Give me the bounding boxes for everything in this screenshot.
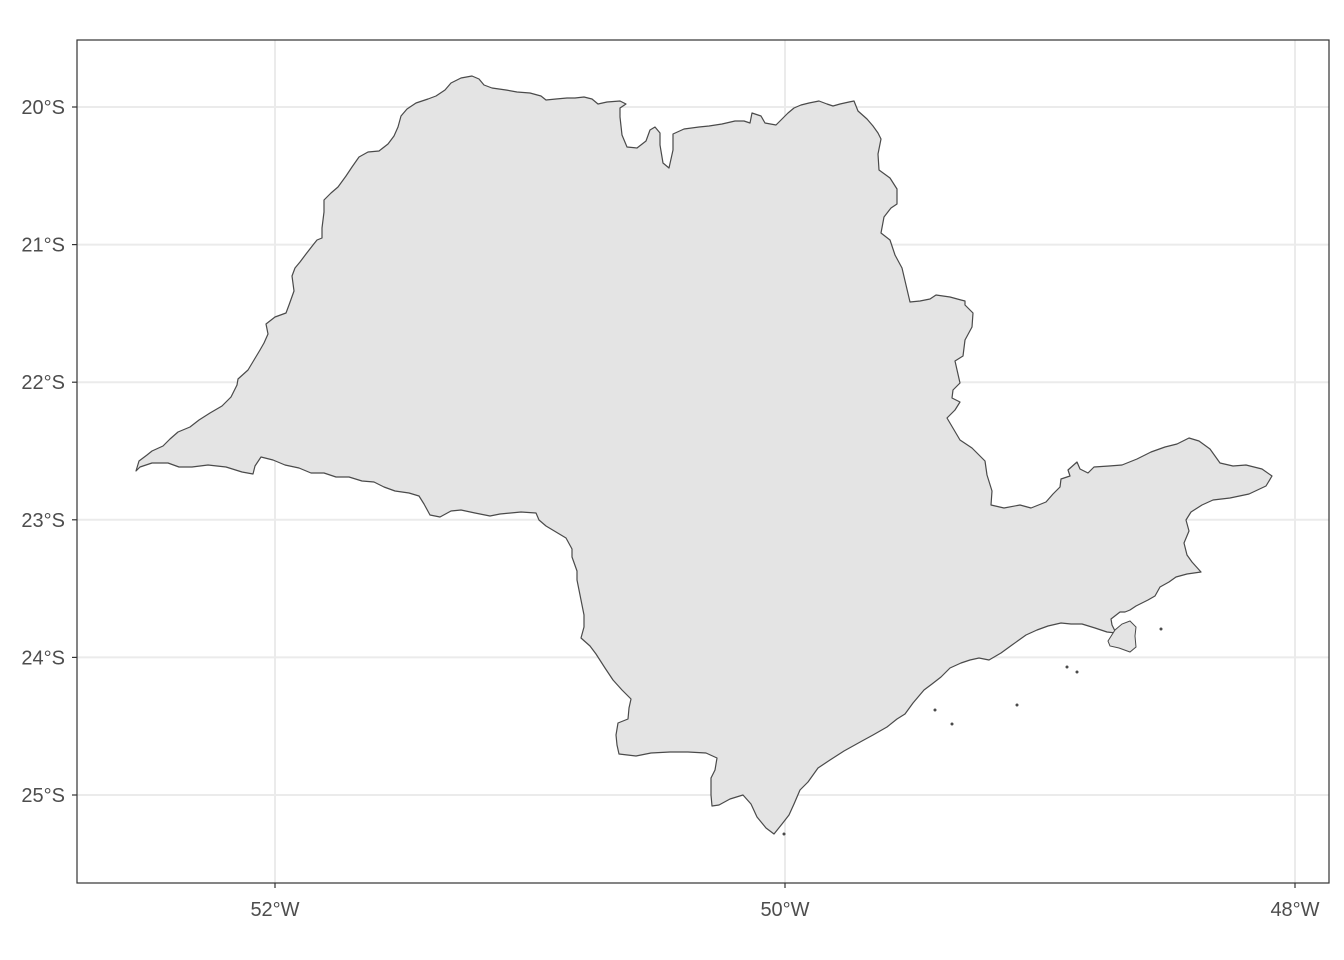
lat-tick-label: 20°S	[21, 97, 65, 119]
plot-frame	[76, 39, 1330, 884]
islet-dot	[1015, 703, 1019, 707]
lon-tick-label: 52°W	[250, 899, 299, 921]
islet-dot	[782, 832, 786, 836]
coastal-islands	[782, 620, 1163, 836]
lon-tick-label: 50°W	[760, 899, 809, 921]
islet-dot	[1065, 665, 1069, 669]
ilhabela-island	[1107, 620, 1137, 653]
lat-tick-label: 25°S	[21, 785, 65, 807]
islet-dot	[950, 722, 954, 726]
lat-tick-label: 21°S	[21, 235, 65, 257]
islet-dot	[1159, 627, 1163, 631]
lat-tick-label: 24°S	[21, 647, 65, 669]
islet-dot	[1075, 670, 1079, 674]
axes: 20°S21°S22°S23°S24°S25°S52°W50°W48°W46°W…	[21, 97, 1319, 921]
islet-dot	[933, 708, 937, 712]
lat-tick-label: 22°S	[21, 372, 65, 394]
sao-paulo-state-shape	[135, 75, 1273, 835]
lon-tick-label: 48°W	[1270, 899, 1319, 921]
lat-tick-label: 23°S	[21, 510, 65, 532]
